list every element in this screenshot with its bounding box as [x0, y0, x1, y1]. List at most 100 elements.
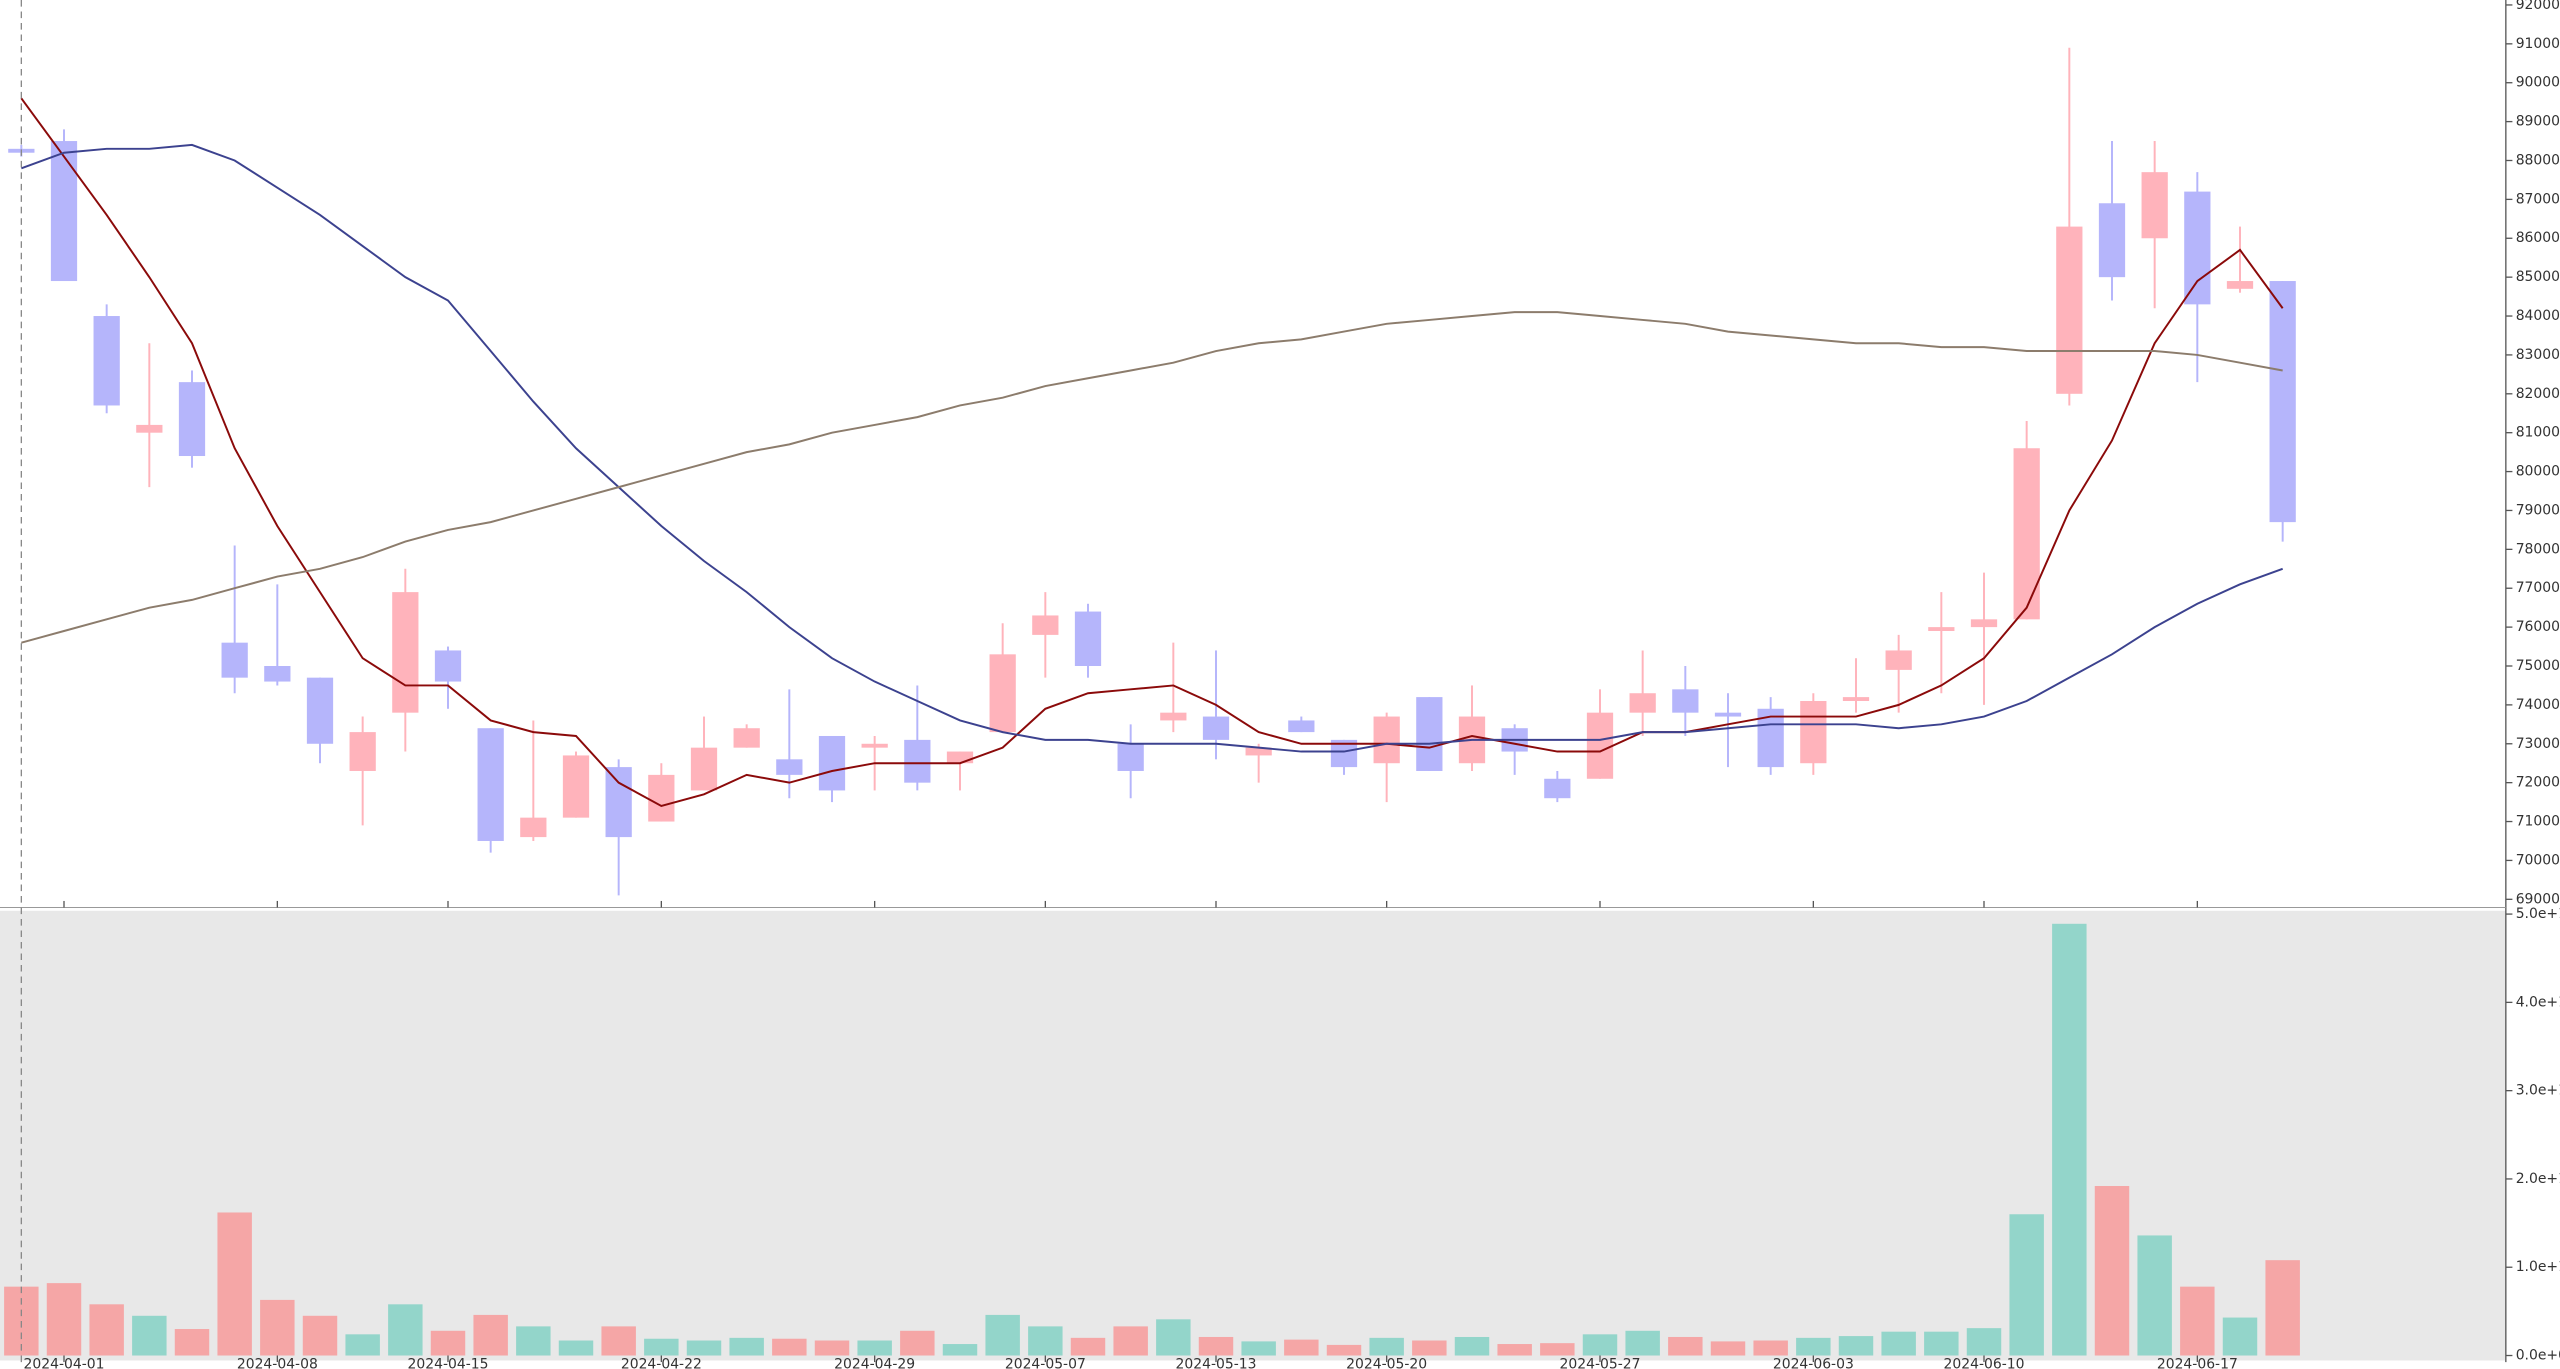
moving-average-line	[21, 311, 2283, 644]
candle-body	[989, 654, 1016, 733]
candle-body	[904, 739, 931, 783]
y-tick-label: 83000	[2516, 347, 2560, 363]
candle-body	[1672, 689, 1699, 713]
candle-body	[1586, 712, 1614, 779]
y-tick-label: 72000	[2516, 775, 2560, 791]
candle-body	[1288, 720, 1315, 733]
volume-bar	[1369, 1337, 1404, 1356]
candle-body	[2013, 448, 2040, 620]
axes: 69000 70000 71000 72000 73000 74000 75000 76000…	[24, 0, 2560, 1369]
candle-body	[477, 728, 504, 841]
y-tick-label: 71000	[2516, 814, 2560, 830]
y-tick-label: 69000	[2516, 891, 2560, 907]
y-tick-label: 77000	[2516, 580, 2560, 596]
volume-bar	[2222, 1317, 2258, 1356]
candle-body	[946, 751, 974, 764]
x-tick-label: 2024-05-27	[1560, 1357, 1641, 1369]
volume-bar	[900, 1330, 935, 1356]
y-tick-label: 90000	[2516, 75, 2560, 91]
volume-bar	[1241, 1341, 1276, 1356]
volume-bar	[2009, 1214, 2044, 1356]
candle-body	[2056, 226, 2083, 394]
candle-body	[1202, 716, 1230, 740]
x-tick-label: 2024-06-03	[1773, 1357, 1854, 1369]
x-tick-label: 2024-04-29	[834, 1357, 915, 1369]
x-tick-label: 2024-05-07	[1005, 1357, 1086, 1369]
candle-body	[1373, 716, 1400, 764]
volume-bar	[1284, 1339, 1319, 1356]
volume-bar	[1412, 1340, 1447, 1356]
candle-body	[2098, 203, 2126, 278]
volume-bar	[1070, 1337, 1106, 1356]
y-tick-label: 1.0e+11	[2516, 1259, 2560, 1275]
volume-bar	[1625, 1330, 1660, 1356]
volume-bar	[1497, 1344, 1532, 1356]
candle-body	[1629, 693, 1656, 713]
volume-bar	[601, 1326, 636, 1356]
candle-body	[733, 728, 760, 748]
candle-body	[178, 382, 206, 457]
volume-bar	[2052, 923, 2087, 1356]
moving-average-line	[20, 143, 2284, 753]
x-tick-label: 2024-04-01	[24, 1357, 105, 1369]
candle-body	[818, 735, 846, 791]
y-tick-label: 2.0e+11	[2516, 1171, 2560, 1187]
volume-bar	[1198, 1336, 1234, 1356]
volume-bar	[1753, 1340, 1788, 1356]
candle-body	[349, 732, 376, 771]
candle-body	[1842, 697, 1870, 701]
x-tick-label: 2024-04-08	[237, 1357, 318, 1369]
candle-body	[434, 650, 462, 682]
y-tick-label: 73000	[2516, 736, 2560, 752]
candle-body	[93, 316, 120, 406]
y-tick-label: 75000	[2516, 658, 2560, 674]
y-tick-label: 76000	[2516, 619, 2560, 635]
candle-body	[562, 755, 590, 818]
candle-body	[392, 592, 419, 713]
volume-bar	[1582, 1334, 1618, 1356]
candle-body	[605, 767, 632, 838]
volume-bar	[430, 1330, 466, 1356]
volume-bar	[260, 1299, 295, 1356]
candle-body	[1117, 743, 1144, 771]
x-tick-label: 2024-05-20	[1346, 1357, 1427, 1369]
volume-bar	[686, 1340, 722, 1356]
volume-bar	[1113, 1326, 1148, 1356]
candle-body	[648, 774, 675, 822]
volume-bar	[1838, 1336, 1874, 1356]
y-tick-label: 84000	[2516, 308, 2560, 324]
volume-bar	[1924, 1331, 1959, 1356]
candle-body	[264, 665, 291, 682]
y-tick-label: 89000	[2516, 114, 2560, 130]
candle-body	[1970, 619, 1998, 628]
volume-bar	[942, 1344, 978, 1356]
volume-bars	[4, 923, 2300, 1356]
volume-bar	[1326, 1344, 1362, 1356]
volume-pane	[0, 910, 2506, 1361]
moving-average-line	[20, 97, 2284, 808]
volume-bar	[814, 1340, 850, 1356]
y-tick-label: 74000	[2516, 697, 2560, 713]
y-tick-label: 86000	[2516, 230, 2560, 246]
volume-bar	[985, 1314, 1020, 1356]
y-tick-label: 82000	[2516, 386, 2560, 402]
y-tick-label: 92000	[2516, 0, 2560, 13]
volume-bar	[46, 1283, 82, 1356]
volume-bar	[388, 1304, 423, 1356]
candle-body	[776, 759, 803, 775]
candle-body	[1885, 650, 1912, 670]
y-tick-label: 81000	[2516, 425, 2560, 441]
candle-body	[690, 747, 718, 791]
volume-bar	[644, 1338, 679, 1356]
candle-body	[2226, 281, 2254, 289]
volume-bar	[1668, 1336, 1703, 1356]
y-tick-label: 80000	[2516, 464, 2560, 480]
y-tick-label: 91000	[2516, 36, 2560, 52]
x-tick-label: 2024-04-15	[408, 1357, 489, 1369]
y-tick-label: 4.0e+11	[2516, 994, 2560, 1010]
volume-bar	[1966, 1328, 2002, 1356]
candle-body	[1714, 712, 1742, 717]
volume-bar	[1881, 1331, 1916, 1356]
volume-bar	[2137, 1235, 2172, 1356]
volume-bar	[217, 1212, 252, 1356]
